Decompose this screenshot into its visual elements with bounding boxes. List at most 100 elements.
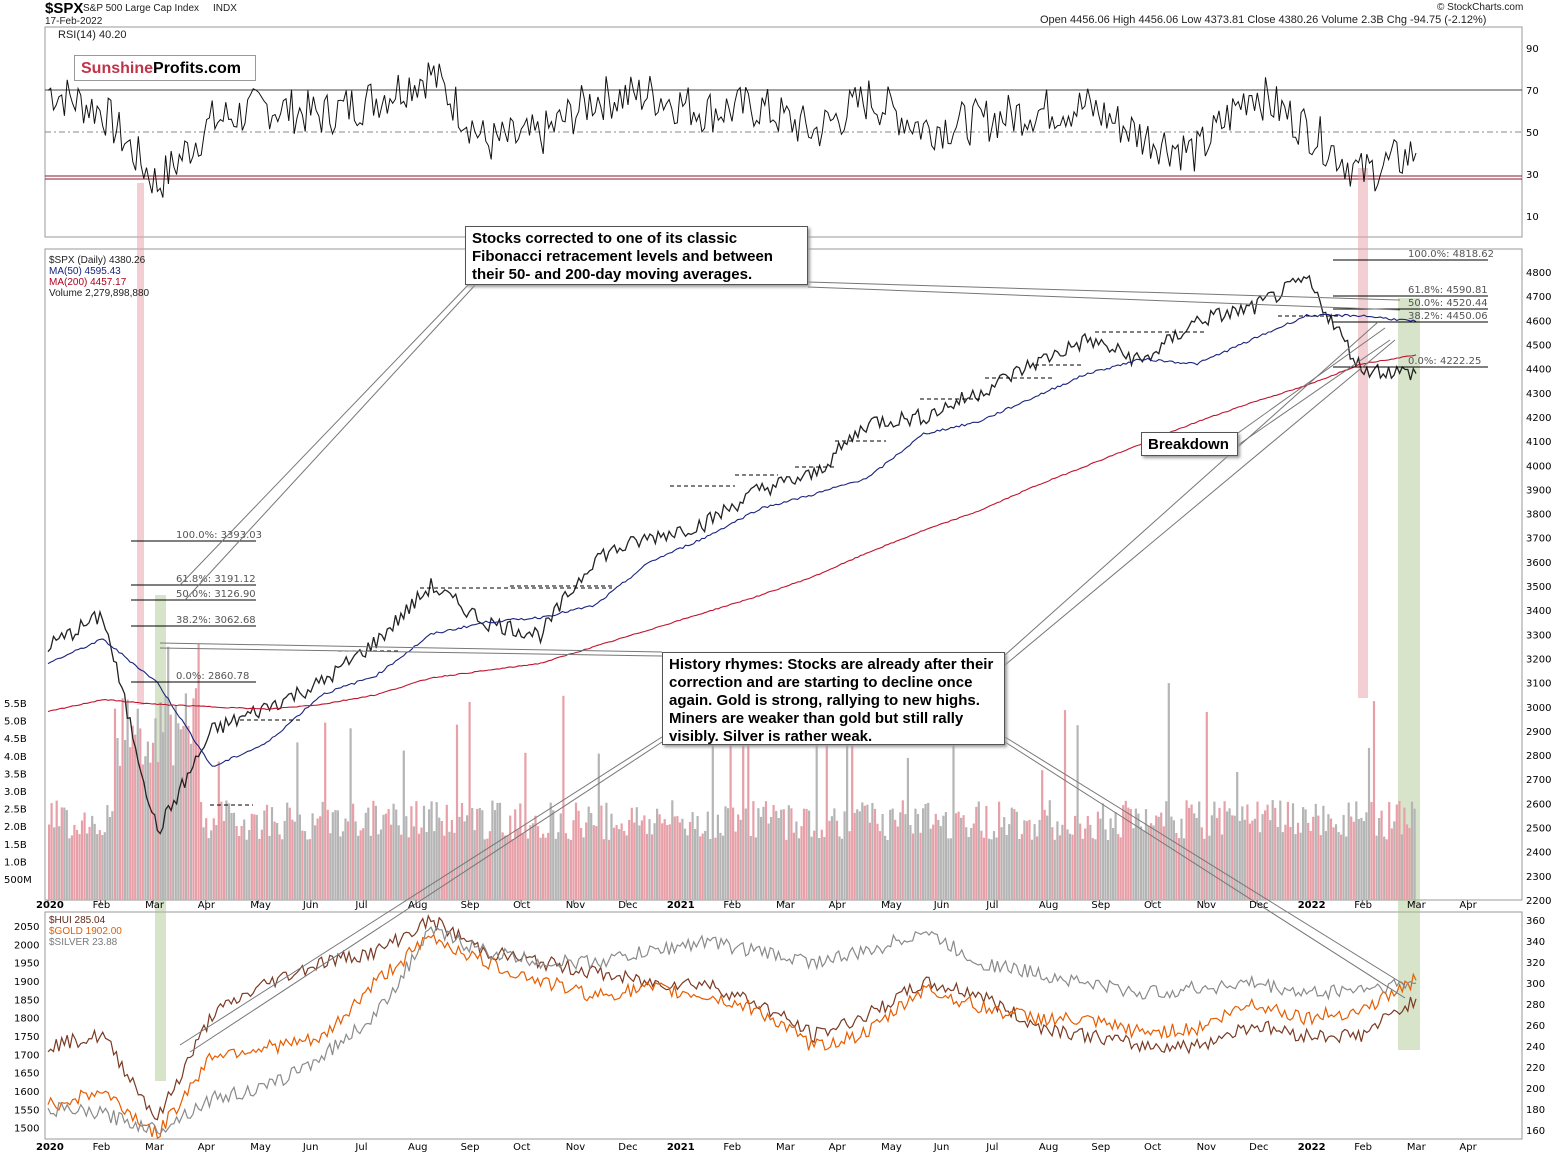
x-tick-label: Jul — [985, 900, 998, 911]
x-tick-label: 2022 — [1298, 900, 1326, 911]
index-name: S&P 500 Large Cap Index — [83, 3, 200, 14]
volume-bar — [972, 823, 975, 900]
volume-bar — [1106, 840, 1110, 900]
volume-bar — [810, 836, 813, 900]
volume-bar — [288, 807, 291, 900]
volume-bar — [886, 840, 889, 900]
volume-bar — [1157, 816, 1160, 900]
volume-bar — [1091, 838, 1094, 900]
volume-bar — [362, 828, 365, 900]
volume-bar — [960, 817, 963, 900]
volume-bar — [83, 812, 86, 900]
symbol: $SPX — [45, 0, 84, 17]
axis-labels: 2020 2020 Feb Feb Mar Mar Apr Apr May May Jun Jun Ju… — [4, 44, 1551, 1153]
volume-bar — [1296, 822, 1300, 900]
price-tick-label: 3500 — [1526, 582, 1551, 593]
volume-bar — [904, 814, 907, 900]
x-tick-label: Feb — [723, 1142, 741, 1153]
miners-tick-label: 200 — [1526, 1084, 1545, 1095]
volume-bar — [205, 818, 208, 900]
volume-bar — [668, 824, 671, 900]
volume-bar — [625, 835, 628, 900]
x-tick-label: Mar — [145, 900, 165, 911]
volume-bar — [754, 837, 757, 900]
pointer-line — [184, 282, 478, 601]
volume-bar — [1177, 838, 1181, 900]
volume-bar — [511, 839, 514, 900]
volume-bar — [792, 832, 795, 900]
price-tick-label: 4800 — [1526, 268, 1551, 279]
volume-bar — [1312, 816, 1315, 900]
volume-bar — [344, 818, 347, 900]
volume-bar — [187, 725, 190, 900]
volume-bar — [1284, 824, 1287, 900]
volume-bar — [1395, 804, 1398, 900]
volume-bar — [615, 825, 618, 900]
price-tick-label: 2300 — [1526, 872, 1551, 883]
volume-bar — [98, 830, 101, 900]
volume-bar — [1362, 821, 1365, 900]
volume-bar — [757, 808, 760, 900]
volume-bar — [1018, 839, 1021, 900]
volume-bar — [995, 837, 998, 900]
volume-bar — [853, 812, 856, 900]
volume-bar — [775, 810, 778, 900]
volume-bar — [101, 835, 104, 900]
credit: © StockCharts.com — [1437, 2, 1524, 13]
x-tick-label: Feb — [93, 900, 111, 911]
volume-bar — [1324, 831, 1327, 900]
volume-bar — [1291, 803, 1295, 900]
volume-bar — [572, 820, 575, 900]
volume-bar — [567, 838, 570, 900]
volume-bar — [1033, 824, 1036, 900]
volume-bar — [220, 801, 223, 900]
price-tick-label: 4700 — [1526, 292, 1551, 303]
volume-bar — [124, 740, 127, 900]
volume-bar — [676, 816, 679, 900]
volume-bar — [987, 838, 991, 900]
volume-bar — [1393, 821, 1396, 900]
x-tick-label: Apr — [829, 1142, 847, 1153]
x-tick-label: Sep — [461, 1142, 480, 1153]
ohlc-summary: Open 4456.06 High 4456.06 Low 4373.81 Cl… — [1040, 14, 1487, 26]
volume-bar — [379, 829, 383, 900]
volume-bar — [50, 803, 53, 900]
volume-bar — [620, 823, 623, 900]
volume-tick-label: 1.0B — [4, 857, 27, 868]
volume-bar — [377, 834, 380, 900]
volume-bar — [415, 801, 418, 900]
volume-bar — [828, 820, 831, 900]
volume-bar — [460, 803, 464, 900]
volume-bar — [547, 832, 550, 900]
legend-gold: $GOLD 1902.00 — [49, 926, 122, 937]
volume-bar — [661, 823, 664, 900]
volume-bar — [438, 817, 441, 900]
volume-bar — [240, 826, 243, 900]
volume-bar — [805, 809, 808, 900]
volume-bar — [243, 819, 246, 900]
volume-bar — [1041, 770, 1044, 900]
volume-bar — [694, 829, 697, 900]
x-tick-label: 2021 — [667, 1142, 695, 1153]
volume-bar — [1352, 821, 1355, 900]
volume-bar — [529, 825, 532, 900]
volume-bar — [293, 821, 296, 900]
fib-2020-label: 0.0%: 2860.78 — [176, 671, 249, 682]
volume-bar — [592, 825, 595, 900]
volume-bar — [711, 725, 714, 900]
volume-bar — [1114, 812, 1117, 900]
volume-bar — [1322, 805, 1325, 900]
volume-bar — [1276, 827, 1279, 900]
x-tick-label: Mar — [776, 1142, 796, 1153]
volume-bar — [873, 808, 877, 900]
volume-bar — [162, 732, 165, 900]
price-tick-label: 3400 — [1526, 606, 1551, 617]
miners-tick-label: 320 — [1526, 958, 1545, 969]
volume-bar — [1388, 802, 1391, 900]
volume-bar — [623, 831, 626, 900]
volume-bar — [638, 825, 641, 900]
volume-bar — [268, 835, 271, 900]
fib-2020-label: 38.2%: 3062.68 — [176, 615, 256, 626]
rsi-tick-label: 10 — [1526, 212, 1539, 223]
